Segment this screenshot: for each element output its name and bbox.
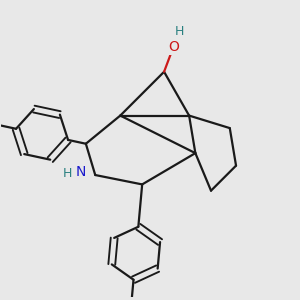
Text: O: O	[168, 40, 179, 54]
Text: H: H	[62, 167, 72, 180]
Text: N: N	[76, 165, 86, 179]
Text: H: H	[175, 25, 184, 38]
